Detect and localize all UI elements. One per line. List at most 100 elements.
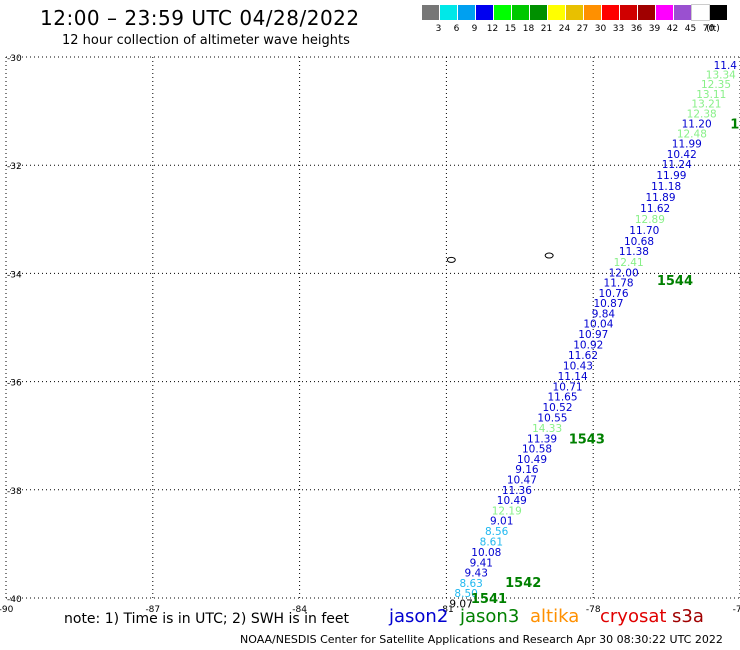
- lat-tick-label: -32: [7, 162, 22, 172]
- swh-value: 11.39: [527, 433, 557, 445]
- swh-value: 10.04: [583, 319, 613, 331]
- legend-swatch: [710, 5, 727, 20]
- swh-value: 13.11: [696, 89, 726, 101]
- swh-value: 11.78: [604, 278, 634, 290]
- credit-line: NOAA/NESDIS Center for Satellite Applica…: [240, 633, 723, 646]
- legend-label: 36: [630, 24, 643, 34]
- swh-value: 11.62: [640, 203, 670, 215]
- legend-label: 12: [486, 24, 499, 34]
- swh-value: 12.41: [614, 257, 644, 269]
- swh-value: 8.50: [454, 588, 477, 600]
- satellite-jason2: jason2: [389, 606, 449, 627]
- legend-swatch: [602, 5, 619, 20]
- island-b: [544, 252, 554, 259]
- map-subtitle: 12 hour collection of altimeter wave hei…: [62, 33, 350, 48]
- swh-value: 10.71: [553, 381, 583, 393]
- swh-value: 11.36: [502, 485, 532, 497]
- legend-label: 24: [558, 24, 571, 34]
- swh-value: 8.56: [485, 526, 509, 538]
- swh-value: 9.07: [449, 598, 472, 610]
- lat-tick-label: -36: [7, 379, 22, 389]
- lat-tick-label: -30: [7, 54, 22, 64]
- swh-value: 12.35: [701, 79, 731, 91]
- lon-tick-label: -90: [0, 605, 14, 615]
- time-label: 1543: [569, 432, 605, 447]
- swh-value: 10.87: [593, 298, 623, 310]
- swh-value: 11.14: [558, 371, 588, 383]
- swh-value: 11.38: [619, 246, 649, 258]
- swh-value: 13.34: [706, 69, 736, 81]
- legend-label: 70: [702, 24, 715, 34]
- swh-value: 9.43: [465, 568, 488, 580]
- legend-swatch: [476, 5, 493, 20]
- legend-label: 9: [471, 24, 478, 34]
- legend-label: 15: [504, 24, 517, 34]
- lat-tick-label: -38: [7, 487, 22, 497]
- legend-swatch: [638, 5, 655, 20]
- swh-value: 10.55: [537, 412, 567, 424]
- swh-value: 12.89: [635, 214, 665, 226]
- swh-value: 10.58: [522, 444, 552, 456]
- swh-value: 9.01: [490, 516, 513, 528]
- swh-value: 11.62: [568, 350, 598, 362]
- legend-swatch: [656, 5, 673, 20]
- lon-tick-label: -81: [439, 605, 454, 615]
- legend-swatch: [440, 5, 457, 20]
- satellite-altika: altika: [530, 606, 580, 627]
- legend-swatch: [512, 5, 529, 20]
- swh-value: 9.41: [470, 557, 493, 569]
- swh-value: 10.52: [542, 402, 572, 414]
- satellite-jason3: jason3: [460, 606, 520, 627]
- swh-value: 10.08: [471, 547, 501, 559]
- legend-label: 18: [522, 24, 535, 34]
- legend-swatch: [548, 5, 565, 20]
- legend-label: 42: [666, 24, 679, 34]
- swh-value: 10.76: [598, 288, 628, 300]
- legend-label: 39: [648, 24, 661, 34]
- legend-label: 21: [540, 24, 553, 34]
- swh-value: 10.49: [497, 495, 527, 507]
- swh-value: 12.00: [609, 267, 639, 279]
- lat-tick-label: -34: [7, 270, 22, 280]
- legend-label: 3: [435, 24, 442, 34]
- swh-value: 11.4: [714, 60, 738, 72]
- time-label: 1542: [505, 576, 541, 591]
- legend-swatch: [422, 5, 439, 20]
- swh-value: 12.19: [492, 505, 522, 517]
- map-title: 12:00 – 23:59 UTC 04/28/2022: [40, 6, 360, 30]
- swh-value: 10.68: [624, 236, 654, 248]
- swh-value: 10.49: [517, 454, 547, 466]
- swh-value: 10.92: [573, 339, 603, 351]
- swh-value: 11.18: [651, 181, 681, 193]
- swh-value: 11.24: [662, 159, 692, 171]
- swh-value: 10.97: [578, 329, 608, 341]
- time-label: 15: [730, 118, 740, 133]
- legend-swatch: [494, 5, 511, 20]
- lat-tick-label: -40: [7, 595, 22, 605]
- satellite-cryosat: cryosat: [600, 606, 667, 627]
- legend-label: 30: [594, 24, 607, 34]
- swh-value: 12.38: [687, 108, 717, 120]
- legend-unit: (ft): [706, 24, 720, 34]
- legend-swatch: [458, 5, 475, 20]
- legend-swatch: [566, 5, 583, 20]
- swh-value: 10.42: [667, 149, 697, 161]
- legend-label: 27: [576, 24, 589, 34]
- swh-value: 11.99: [672, 139, 702, 151]
- swh-value: 8.63: [459, 578, 482, 590]
- swh-value: 13.21: [691, 99, 721, 111]
- swh-value: 9.16: [515, 464, 539, 476]
- swh-value: 12.48: [677, 128, 707, 140]
- lon-tick-label: -78: [586, 605, 601, 615]
- legend-label: 33: [612, 24, 625, 34]
- time-label: 1541: [471, 592, 507, 607]
- swh-value: 8.61: [480, 537, 503, 549]
- lon-tick-label: -75: [733, 605, 740, 615]
- legend-swatch: [691, 4, 710, 21]
- legend-swatch: [530, 5, 547, 20]
- swh-value: 11.20: [682, 119, 712, 131]
- legend-label: 45: [684, 24, 697, 34]
- swh-value: 11.70: [629, 225, 659, 237]
- swh-value: 11.99: [656, 170, 686, 182]
